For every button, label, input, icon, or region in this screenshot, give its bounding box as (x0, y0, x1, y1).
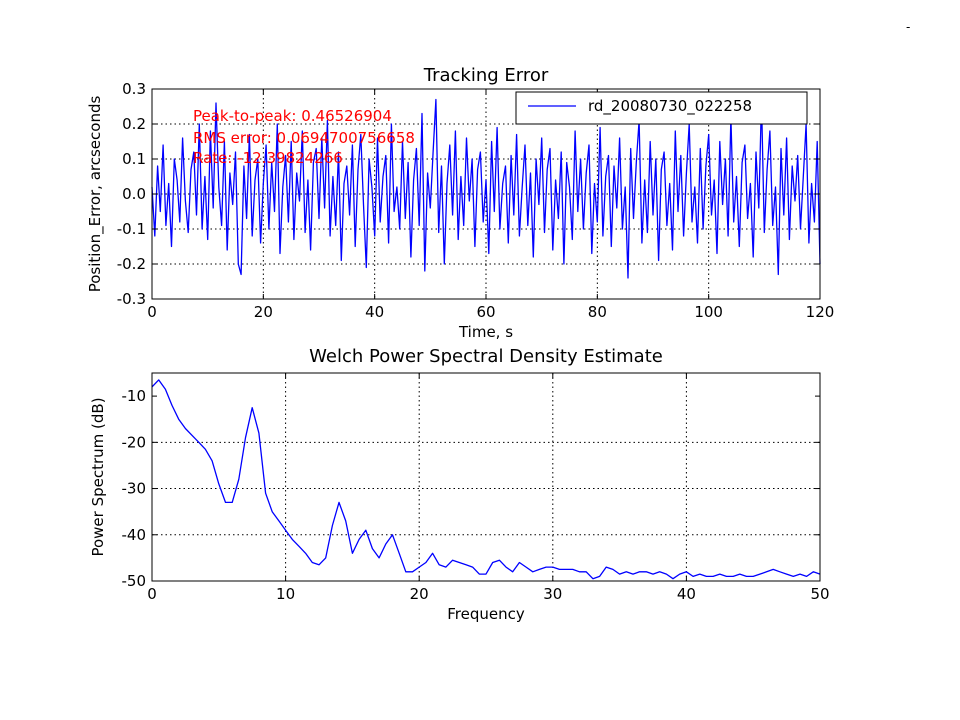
psd-xtick-label: 50 (810, 585, 829, 603)
tracking-error-xtick-label: 100 (694, 303, 723, 321)
rms-error-annotation: RMS error: 0.0694700756658 (193, 129, 415, 147)
psd-xtick-label: 20 (410, 585, 429, 603)
tracking-error-annotations: Peak-to-peak: 0.46526904 RMS error: 0.06… (193, 107, 415, 167)
tracking-error-ytick-label: 0.0 (122, 185, 146, 203)
legend-series-label: rd_20080730_022258 (588, 97, 752, 116)
tracking-error-title: Tracking Error (423, 65, 549, 86)
psd-xlabel: Frequency (447, 605, 525, 623)
tracking-error-ticks: 0 20 40 60 80 100 120 -0.3 -0.2 -0.1 0.0 0.1 0.2 0.3 (117, 80, 835, 321)
tracking-error-ytick-label: -0.1 (117, 220, 146, 238)
psd-ticks: 0 10 20 30 40 50 -50 -40 -30 -20 -10 (122, 373, 830, 603)
tracking-error-ytick-label: -0.3 (117, 290, 146, 308)
psd-xtick-label: 30 (543, 585, 562, 603)
tracking-error-ylabel: Position_Error, arcseconds (86, 96, 105, 293)
psd-chart: 0 10 20 30 40 50 -50 -40 -30 -20 -10 Welch Power S… (89, 346, 830, 623)
psd-xtick-label: 10 (276, 585, 295, 603)
tracking-error-xtick-label: 40 (365, 303, 384, 321)
tracking-error-ytick-label: 0.1 (122, 150, 146, 168)
peak-to-peak-annotation: Peak-to-peak: 0.46526904 (193, 107, 392, 125)
psd-ylabel: Power Spectrum (dB) (89, 397, 107, 556)
tracking-error-series (151, 98, 821, 279)
legend-box (515, 91, 808, 125)
tracking-error-xtick-label: 60 (476, 303, 495, 321)
psd-title: Welch Power Spectral Density Estimate (309, 346, 663, 367)
tracking-error-ytick-label: -0.2 (117, 255, 146, 273)
tracking-error-xtick-label: 20 (254, 303, 273, 321)
psd-plot-frame (151, 372, 821, 582)
corner-dash-mark: - (906, 20, 911, 34)
tracking-error-xtick-label: 0 (147, 303, 157, 321)
tracking-error-series-line-0 (151, 98, 821, 279)
psd-xtick-label: 40 (677, 585, 696, 603)
psd-ytick-label: -40 (122, 526, 147, 544)
psd-series (151, 379, 821, 580)
psd-ytick-label: -10 (122, 387, 147, 405)
psd-series-line-0 (151, 379, 821, 580)
tracking-error-xlabel: Time, s (458, 323, 513, 341)
tracking-error-ytick-label: 0.2 (122, 115, 146, 133)
psd-xtick-label: 0 (147, 585, 157, 603)
rate-annotation: Rate: -12.39824266 (193, 149, 343, 167)
psd-ytick-label: -20 (122, 433, 147, 451)
psd-ytick-label: -50 (122, 572, 147, 590)
psd-grid (152, 373, 820, 581)
psd-ytick-label: -30 (122, 480, 147, 498)
tracking-error-xtick-label: 80 (588, 303, 607, 321)
tracking-error-legend: rd_20080730_022258 (515, 91, 808, 125)
tracking-error-chart: 0 20 40 60 80 100 120-0.3-0.2-0.10.00.10.20.3 … (86, 65, 834, 341)
tracking-error-xtick-label: 120 (806, 303, 835, 321)
tracking-error-ytick-label: 0.3 (122, 80, 146, 98)
